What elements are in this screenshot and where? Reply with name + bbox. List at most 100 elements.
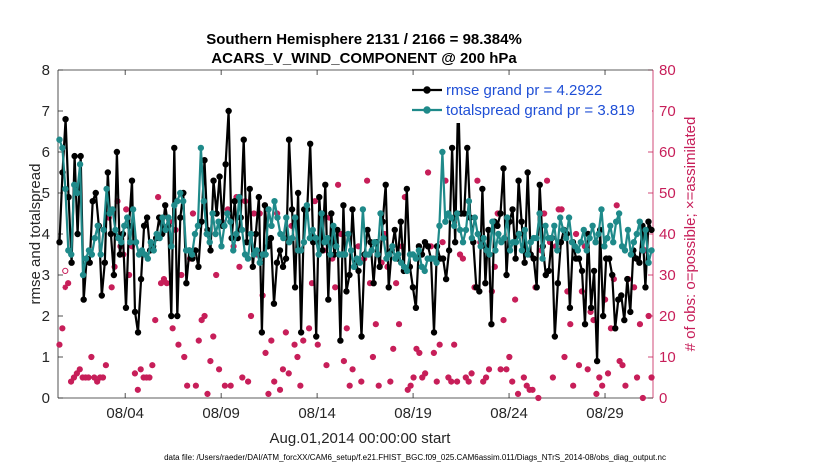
rmse-point: [231, 198, 238, 205]
obs-assimilated-point: [309, 280, 315, 286]
rmse-point: [636, 259, 643, 266]
spread-point: [542, 222, 549, 230]
spread-point: [412, 255, 420, 262]
obs-assimilated-point: [396, 321, 402, 327]
rmse-point: [171, 144, 178, 152]
spread-point: [256, 259, 263, 266]
obs-assimilated-point: [515, 391, 521, 397]
rmse-point: [267, 234, 275, 242]
obs-assimilated-point: [433, 378, 440, 385]
spread-point: [621, 247, 629, 254]
spread-point: [221, 222, 228, 230]
spread-point: [206, 239, 213, 246]
obs-assimilated-point: [74, 370, 80, 377]
rmse-point: [77, 152, 84, 160]
obs-assimilated-point: [529, 387, 536, 393]
rmse-point: [624, 275, 631, 283]
spread-point: [465, 198, 473, 205]
chart-title: Southern Hemisphere 2131 / 2166 = 98.384…: [206, 31, 522, 48]
obs-assimilated-point: [227, 382, 234, 389]
y-tick-label: 7: [42, 103, 50, 120]
spread-point: [503, 214, 511, 221]
obs-assimilated-point: [550, 374, 556, 381]
spread-point: [501, 234, 508, 242]
spread-point: [212, 230, 219, 238]
rmse-point: [325, 296, 332, 303]
obs-assimilated-point: [146, 374, 153, 381]
obs-assimilated-point: [164, 280, 170, 286]
obs-assimilated-point: [558, 206, 565, 213]
rmse-point: [621, 316, 628, 324]
rmse-point: [515, 177, 522, 184]
spread-point: [592, 239, 599, 246]
obs-assimilated-point: [300, 337, 307, 344]
obs-assimilated-point: [445, 374, 452, 381]
obs-assimilated-point: [85, 374, 92, 381]
spread-point: [580, 226, 587, 234]
obs-assimilated-point: [599, 382, 606, 389]
spread-point: [512, 239, 520, 246]
spread-point: [318, 210, 325, 217]
rmse-point: [575, 255, 583, 262]
obs-assimilated-point: [375, 382, 382, 389]
spread-point: [524, 251, 532, 258]
spread-point: [386, 251, 393, 258]
obs-assimilated-point: [431, 350, 437, 356]
obs-assimilated-point: [564, 288, 571, 295]
obs-assimilated-point: [645, 313, 652, 319]
rmse-point: [131, 308, 139, 316]
spread-point: [79, 271, 87, 279]
obs-assimilated-point: [567, 321, 574, 327]
rmse-point: [168, 312, 175, 320]
y-tick-label: 3: [42, 267, 50, 284]
obs-assimilated-point: [541, 210, 547, 217]
spread-point: [610, 239, 617, 246]
obs-assimilated-point: [294, 354, 301, 360]
obs-assimilated-point: [68, 378, 74, 385]
spread-point: [274, 214, 281, 221]
spread-point: [586, 234, 593, 242]
rmse-point: [593, 357, 601, 365]
spread-point: [224, 210, 231, 217]
obs-assimilated-point: [236, 264, 243, 270]
rmse-point: [101, 259, 109, 266]
rmse-point: [587, 304, 595, 311]
obs-assimilated-point: [416, 350, 423, 356]
obs-assimilated-point: [82, 374, 89, 381]
rmse-point: [488, 321, 495, 328]
rmse-point: [346, 271, 353, 279]
obs-assimilated-point: [521, 374, 527, 381]
rmse-point: [633, 255, 640, 262]
obs-assimilated-point: [492, 264, 498, 270]
rmse-point: [258, 329, 266, 336]
obs-assimilated-point: [135, 387, 141, 393]
rmse-point: [249, 263, 257, 270]
rmse-point: [609, 271, 616, 279]
y2-tick-label: 70: [659, 103, 676, 120]
rmse-point: [461, 210, 468, 217]
rmse-point: [476, 288, 483, 295]
spread-point: [203, 230, 210, 238]
spread-point: [333, 243, 340, 250]
rmse-point: [56, 239, 63, 246]
rmse-point: [524, 169, 531, 176]
y-tick-label: 6: [42, 144, 50, 161]
legend-marker-rmse: [423, 86, 431, 94]
obs-assimilated-point: [393, 280, 399, 286]
y-tick-label: 8: [42, 62, 50, 79]
obs-assimilated-point: [454, 378, 460, 385]
spread-point: [121, 222, 128, 230]
y-tick-label: 0: [42, 390, 50, 407]
spread-point: [350, 263, 358, 270]
spread-point: [191, 230, 199, 238]
rmse-point: [612, 325, 619, 332]
obs-assimilated-point: [108, 284, 115, 291]
spread-point: [459, 239, 467, 246]
x-axis-label: Aug.01,2014 00:00:00 start: [270, 430, 452, 447]
spread-point: [601, 243, 608, 250]
spread-point: [265, 206, 272, 213]
spread-point: [515, 230, 523, 238]
rmse-point: [545, 267, 552, 275]
spread-point: [595, 230, 602, 238]
spread-point: [627, 251, 635, 258]
